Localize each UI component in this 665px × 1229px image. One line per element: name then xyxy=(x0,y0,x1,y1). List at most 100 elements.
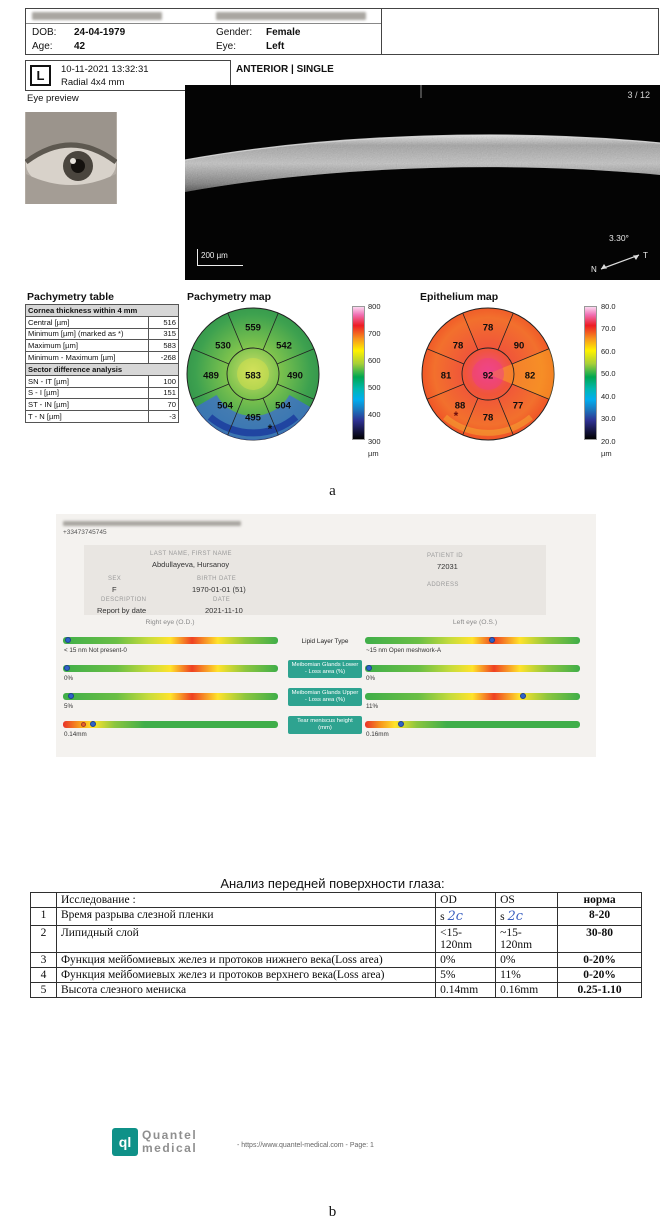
patient-id-value: 72031 xyxy=(437,562,458,571)
oct-cornea-band xyxy=(185,85,660,192)
od-marker2-tear-meniscus xyxy=(81,722,86,727)
epi-value-bottom-right: 77 xyxy=(512,400,524,412)
address-label: ADDRESS xyxy=(427,582,459,588)
quantel-logo-mark: ql xyxy=(112,1128,138,1156)
cell-num: 3 xyxy=(30,952,57,968)
table-section-header: Sector difference analysis xyxy=(25,362,179,376)
report-b: +33473745745 LAST NAME, FIRST NAME Abdul… xyxy=(0,505,665,1229)
cell-od: 5% xyxy=(435,967,497,983)
scan-datetime: 10-11-2021 13:32:31 xyxy=(61,64,149,75)
pachy-value-left: 489 xyxy=(203,370,219,382)
row-value: 516 xyxy=(148,315,179,329)
header-norm: норма xyxy=(557,892,642,908)
eye-preview-label: Eye preview xyxy=(27,93,79,104)
os-bar-meibomian-upper xyxy=(365,693,580,700)
row-label: Maximum [µm] xyxy=(25,339,149,353)
epi-value-top-left: 78 xyxy=(452,340,464,352)
cell-od: s 2c xyxy=(435,907,497,926)
age-label: Age: xyxy=(32,41,53,52)
row-value: -268 xyxy=(148,351,179,364)
compass-n-label: N xyxy=(591,265,597,274)
analysis-row: 4 Функция мейбомиевых желез и протоков в… xyxy=(30,967,642,983)
epi-value-bottom: 78 xyxy=(482,412,494,424)
scale-bar-label: 200 µm xyxy=(201,251,228,260)
pachy-value-center: 583 xyxy=(245,370,261,382)
patient-id-label: PATIENT ID xyxy=(427,553,464,559)
eye-side-badge: L xyxy=(30,65,51,86)
scan-mode: ANTERIOR | SINGLE xyxy=(236,64,334,75)
pachy-scale-tick: 800 xyxy=(368,302,381,311)
redacted-address-line xyxy=(63,521,241,526)
cell-os: 11% xyxy=(495,967,559,983)
pachy-scale-tick: 300 xyxy=(368,437,381,446)
row-value: 70 xyxy=(148,398,179,412)
cell-os: 0.16mm xyxy=(495,982,559,998)
od-marker-meibomian-upper xyxy=(68,693,74,699)
subfigure-label-a: a xyxy=(329,483,336,499)
cell-norm: 0-20% xyxy=(557,952,642,968)
pachy-scale-unit: µm xyxy=(368,449,379,458)
table-row: Maximum [µm] 583 xyxy=(25,339,179,353)
epithelium-map: 78 78 90 81 92 82 88 78 77 * xyxy=(420,302,560,452)
cell-study: Липидный слой xyxy=(55,925,437,953)
os-bar-tear-meniscus xyxy=(365,721,580,728)
cell-study: Функция мейбомиевых желез и протоков вер… xyxy=(55,967,437,983)
pachymetry-colorbar xyxy=(352,306,365,440)
os-value-meibomian-upper: 11% xyxy=(366,703,379,710)
birth-date-label: BIRTH DATE xyxy=(197,576,237,582)
pachymetry-map: 559 530 542 489 583 490 504 495 504 * xyxy=(185,302,325,452)
cell-os: ~15-120nm xyxy=(495,925,559,953)
epi-value-left: 81 xyxy=(440,370,452,382)
epi-scale-tick: 80.0 xyxy=(601,302,616,311)
os-bar-meibomian-lower xyxy=(365,665,580,672)
table-row: Minimum [µm] (marked as *) 315 xyxy=(25,327,179,341)
header-study: Исследование : xyxy=(55,892,437,908)
table-row: T - N [µm] -3 xyxy=(25,410,179,423)
cell-os: 0% xyxy=(495,952,559,968)
cell-od: 0% xyxy=(435,952,497,968)
os-marker-tear-meniscus xyxy=(398,721,404,727)
cell-num: 1 xyxy=(30,907,57,926)
age-value: 42 xyxy=(74,41,86,52)
cell-study: Время разрыва слезной пленки xyxy=(55,907,437,926)
patient-header-box: DOB: 24-04-1979 Gender: Female Age: 42 E… xyxy=(25,8,659,55)
redacted-patient-name xyxy=(32,12,162,20)
eye-label: Eye: xyxy=(216,41,237,52)
epithelium-colorbar xyxy=(584,306,597,440)
row-label: T - N [µm] xyxy=(25,410,149,423)
row-value: -3 xyxy=(148,410,179,423)
os-marker-meibomian-lower xyxy=(366,665,372,671)
os-value-lipid-layer: ~15 nm Open meshwork-A xyxy=(366,647,442,654)
measure-label-meibomian-upper: Meibomian Glands Upper - Loss area (%) xyxy=(288,688,362,706)
pachy-scale-tick: 700 xyxy=(368,329,381,338)
pachymetry-table-title: Pachymetry table xyxy=(27,291,114,303)
name-value: Abdullayeva, Hursanoy xyxy=(152,560,230,569)
row-value: 583 xyxy=(148,339,179,353)
oct-scan-image: 3 / 12 200 µm 3.30° N T xyxy=(185,85,660,280)
analysis-row: 1 Время разрыва слезной пленки s 2c s 2c… xyxy=(30,907,642,926)
pachymetry-table: Cornea thickness within 4 mm Central [µm… xyxy=(25,304,179,423)
dob-label: DOB: xyxy=(32,27,57,38)
scan-angle: 3.30° xyxy=(609,233,629,243)
row-label: Minimum - Maximum [µm] xyxy=(25,351,149,364)
cell-norm: 0-20% xyxy=(557,967,642,983)
compass-t-label: T xyxy=(643,251,648,260)
row-label: ST - IN [µm] xyxy=(25,398,149,412)
description-label: DESCRIPTION xyxy=(101,597,147,603)
orientation-compass: N T xyxy=(591,251,648,274)
quantel-logo-text: Quantel medical xyxy=(142,1129,197,1154)
cell-study: Функция мейбомиевых желез и протоков ниж… xyxy=(55,952,437,968)
analysis-row: 3 Функция мейбомиевых желез и протоков н… xyxy=(30,952,642,968)
table-row: Central [µm] 516 xyxy=(25,315,179,329)
header-row-divider xyxy=(26,23,381,24)
od-handwritten: 2c xyxy=(447,909,464,924)
epi-value-top: 78 xyxy=(482,322,494,334)
pachy-scale-tick: 400 xyxy=(368,410,381,419)
table-row: ST - IN [µm] 70 xyxy=(25,398,179,412)
epi-scale-tick: 70.0 xyxy=(601,324,616,333)
cell-norm: 30-80 xyxy=(557,925,642,953)
cell-num: 5 xyxy=(30,982,57,998)
epi-scale-tick: 40.0 xyxy=(601,392,616,401)
pachy-value-top-right: 542 xyxy=(276,340,292,352)
